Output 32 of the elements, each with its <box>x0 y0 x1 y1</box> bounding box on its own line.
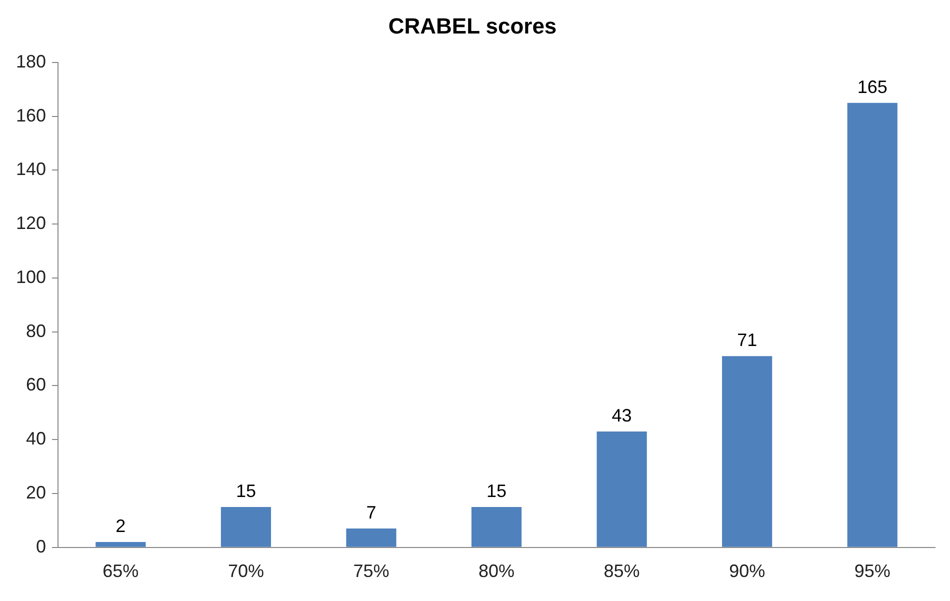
data-label: 71 <box>737 330 758 350</box>
y-tick-label: 180 <box>16 51 46 72</box>
x-tick-label: 70% <box>228 561 264 582</box>
x-tick-label: 75% <box>353 561 390 582</box>
y-tick-label: 40 <box>26 428 46 449</box>
chart-title: CRABEL scores <box>388 13 557 38</box>
y-tick-label: 160 <box>16 105 46 126</box>
data-label: 2 <box>116 516 126 536</box>
y-tick-label: 0 <box>36 536 46 556</box>
x-tick-label: 80% <box>478 561 515 582</box>
bar <box>471 506 522 547</box>
data-label: 15 <box>236 480 256 501</box>
x-tick-label: 95% <box>854 561 890 582</box>
bar <box>722 356 772 547</box>
y-tick-label: 100 <box>16 266 46 287</box>
data-label: 43 <box>612 406 632 426</box>
y-tick-label: 80 <box>26 320 46 341</box>
y-tick-label: 60 <box>26 374 46 395</box>
bar <box>346 528 396 547</box>
x-tick-label: 65% <box>102 561 139 582</box>
bar <box>96 542 146 547</box>
bar <box>220 506 272 547</box>
data-label: 165 <box>857 76 888 97</box>
data-label: 15 <box>486 480 507 501</box>
x-tick-label: 85% <box>604 561 640 582</box>
data-label: 7 <box>366 502 376 523</box>
bar <box>596 432 647 547</box>
y-tick-label: 20 <box>26 482 46 502</box>
y-tick-label: 120 <box>16 213 46 234</box>
y-tick-label: 140 <box>16 159 46 180</box>
x-tick-label: 90% <box>729 561 766 582</box>
bar <box>847 102 898 547</box>
